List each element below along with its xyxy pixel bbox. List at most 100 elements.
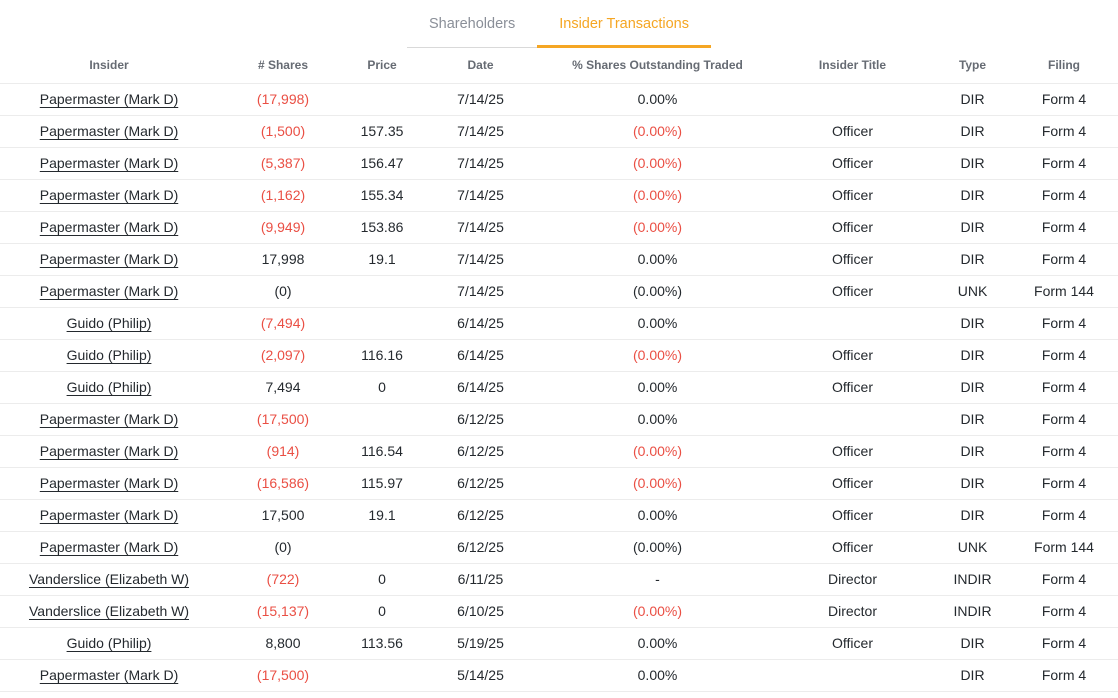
insider-cell: Papermaster (Mark D): [0, 147, 218, 180]
insider-link[interactable]: Papermaster (Mark D): [39, 123, 179, 139]
insider-cell: Guido (Philip): [0, 307, 218, 340]
price-cell: [348, 275, 416, 308]
price-cell: 19.1: [348, 499, 416, 532]
insider-link[interactable]: Papermaster (Mark D): [39, 283, 179, 299]
shares-cell: 7,494: [218, 371, 348, 404]
price-cell: 156.47: [348, 147, 416, 180]
insider-title-cell: Officer: [770, 115, 935, 148]
tab-insider-transactions[interactable]: Insider Transactions: [537, 6, 711, 48]
price-cell: 0: [348, 595, 416, 628]
insider-link[interactable]: Guido (Philip): [66, 315, 152, 331]
pct-shares-outstanding-traded-cell: (0.00%): [545, 435, 770, 468]
insider-link[interactable]: Papermaster (Mark D): [39, 411, 179, 427]
pct-shares-outstanding-traded-cell: (0.00%): [545, 147, 770, 180]
type-cell: DIR: [935, 147, 1010, 180]
insider-link[interactable]: Papermaster (Mark D): [39, 91, 179, 107]
insider-title-cell: Officer: [770, 371, 935, 404]
insider-cell: Papermaster (Mark D): [0, 531, 218, 564]
transactions-tbody: Papermaster (Mark D) (17,998) 7/14/25 0.…: [0, 83, 1118, 692]
shares-cell: (0): [218, 531, 348, 564]
table-row: Guido (Philip) (2,097) 116.16 6/14/25 (0…: [0, 339, 1118, 372]
pct-shares-outstanding-traded-cell: (0.00%): [545, 531, 770, 564]
type-cell: DIR: [935, 435, 1010, 468]
filing-cell: Form 4: [1010, 83, 1118, 116]
insider-link[interactable]: Papermaster (Mark D): [39, 187, 179, 203]
date-cell: 6/11/25: [416, 563, 545, 596]
type-cell: DIR: [935, 627, 1010, 660]
type-cell: DIR: [935, 499, 1010, 532]
tab-shareholders[interactable]: Shareholders: [406, 6, 538, 48]
insider-cell: Vanderslice (Elizabeth W): [0, 595, 218, 628]
filing-cell: Form 4: [1010, 563, 1118, 596]
filing-cell: Form 4: [1010, 147, 1118, 180]
filing-cell: Form 4: [1010, 499, 1118, 532]
pct-shares-outstanding-traded-cell: 0.00%: [545, 659, 770, 692]
filing-cell: Form 4: [1010, 403, 1118, 436]
price-cell: 113.56: [348, 627, 416, 660]
insider-link[interactable]: Papermaster (Mark D): [39, 539, 179, 555]
date-cell: 6/12/25: [416, 499, 545, 532]
shares-cell: (7,494): [218, 307, 348, 340]
price-cell: 157.35: [348, 115, 416, 148]
insider-cell: Guido (Philip): [0, 627, 218, 660]
pct-shares-outstanding-traded-cell: 0.00%: [545, 307, 770, 340]
col-header-date: Date: [416, 48, 545, 84]
insider-cell: Guido (Philip): [0, 371, 218, 404]
insider-link[interactable]: Papermaster (Mark D): [39, 219, 179, 235]
type-cell: DIR: [935, 115, 1010, 148]
pct-shares-outstanding-traded-cell: (0.00%): [545, 115, 770, 148]
shares-cell: (0): [218, 275, 348, 308]
type-cell: DIR: [935, 339, 1010, 372]
date-cell: 6/14/25: [416, 371, 545, 404]
price-cell: 116.16: [348, 339, 416, 372]
insider-title-cell: Officer: [770, 275, 935, 308]
type-cell: DIR: [935, 211, 1010, 244]
date-cell: 6/10/25: [416, 595, 545, 628]
insider-link[interactable]: Papermaster (Mark D): [39, 155, 179, 171]
type-cell: DIR: [935, 403, 1010, 436]
table-row: Vanderslice (Elizabeth W) (15,137) 0 6/1…: [0, 595, 1118, 628]
insider-title-cell: [770, 403, 935, 436]
type-cell: DIR: [935, 467, 1010, 500]
insider-link[interactable]: Guido (Philip): [66, 635, 152, 651]
insider-link[interactable]: Vanderslice (Elizabeth W): [28, 571, 190, 587]
filing-cell: Form 4: [1010, 243, 1118, 276]
filing-cell: Form 4: [1010, 435, 1118, 468]
date-cell: 6/14/25: [416, 339, 545, 372]
insider-link[interactable]: Vanderslice (Elizabeth W): [28, 603, 190, 619]
shares-cell: (722): [218, 563, 348, 596]
insider-link[interactable]: Papermaster (Mark D): [39, 443, 179, 459]
insider-link[interactable]: Papermaster (Mark D): [39, 475, 179, 491]
insider-link[interactable]: Guido (Philip): [66, 379, 152, 395]
insider-title-cell: Officer: [770, 531, 935, 564]
insider-title-cell: Officer: [770, 435, 935, 468]
type-cell: DIR: [935, 307, 1010, 340]
shares-cell: 17,998: [218, 243, 348, 276]
price-cell: 153.86: [348, 211, 416, 244]
insider-link[interactable]: Guido (Philip): [66, 347, 152, 363]
table-header: Insider # Shares Price Date % Shares Out…: [0, 48, 1118, 84]
table-row: Papermaster (Mark D) (0) 7/14/25 (0.00%)…: [0, 275, 1118, 308]
price-cell: 19.1: [348, 243, 416, 276]
insider-link[interactable]: Papermaster (Mark D): [39, 667, 179, 683]
col-header-shares: # Shares: [218, 48, 348, 84]
shares-cell: (17,998): [218, 83, 348, 116]
insider-cell: Guido (Philip): [0, 339, 218, 372]
filing-cell: Form 4: [1010, 659, 1118, 692]
filing-cell: Form 4: [1010, 467, 1118, 500]
date-cell: 5/14/25: [416, 659, 545, 692]
date-cell: 6/12/25: [416, 403, 545, 436]
pct-shares-outstanding-traded-cell: (0.00%): [545, 595, 770, 628]
date-cell: 7/14/25: [416, 179, 545, 212]
insider-link[interactable]: Papermaster (Mark D): [39, 251, 179, 267]
insider-title-cell: Officer: [770, 147, 935, 180]
table-row: Guido (Philip) (7,494) 6/14/25 0.00% DIR…: [0, 307, 1118, 340]
price-cell: 0: [348, 371, 416, 404]
insider-cell: Papermaster (Mark D): [0, 659, 218, 692]
insider-link[interactable]: Papermaster (Mark D): [39, 507, 179, 523]
date-cell: 7/14/25: [416, 211, 545, 244]
price-cell: [348, 307, 416, 340]
tabbar: Shareholders Insider Transactions: [0, 0, 1118, 48]
price-cell: [348, 659, 416, 692]
insider-title-cell: Officer: [770, 179, 935, 212]
